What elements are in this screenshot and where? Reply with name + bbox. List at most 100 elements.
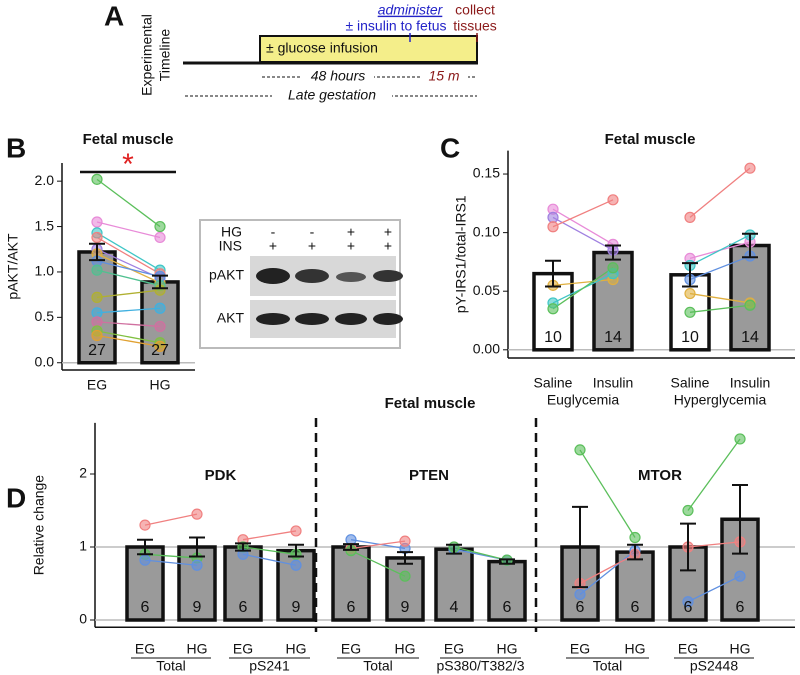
data-point <box>574 444 586 456</box>
data-point <box>547 221 559 233</box>
data-point <box>399 570 411 582</box>
data-point <box>91 173 103 185</box>
group-label: pS2448 <box>690 658 738 674</box>
error-bar <box>605 244 621 261</box>
n-label: 14 <box>604 329 622 346</box>
x-tick-label: HG <box>625 641 646 657</box>
insulin-label: ± insulin to fetus <box>345 18 446 34</box>
n-label: 6 <box>576 599 585 616</box>
data-point <box>744 299 756 311</box>
panel-title: PDK <box>205 467 237 484</box>
group-label: pS380/T382/3 <box>437 658 525 674</box>
data-point <box>684 211 696 223</box>
x-tick-label: Insulin <box>730 375 770 391</box>
data-point <box>684 306 696 318</box>
error-bar <box>397 551 413 565</box>
pair-line <box>689 292 751 304</box>
infusion-box <box>259 35 478 63</box>
n-label: 9 <box>401 599 410 616</box>
panel-letter: D <box>6 482 26 513</box>
timeline-label: Experimental <box>139 14 155 96</box>
data-point <box>91 329 103 342</box>
error-bar <box>343 543 359 551</box>
data-point <box>191 508 203 520</box>
pair-line <box>96 236 161 275</box>
label-bg <box>420 69 468 85</box>
n-label: 6 <box>239 599 248 616</box>
x-tick-label: Saline <box>671 375 710 391</box>
blot-sign: + <box>347 224 355 240</box>
y-axis-label: pAKT/AKT <box>5 233 21 300</box>
band <box>256 313 290 325</box>
data-point <box>682 504 694 517</box>
blot-sign: + <box>347 238 355 254</box>
pair-line <box>552 199 614 228</box>
x-tick-label: HG <box>150 377 171 393</box>
data-point <box>682 596 694 608</box>
data-point <box>154 302 166 314</box>
label-bg <box>272 88 392 104</box>
pair-line <box>96 221 161 239</box>
n-label: 6 <box>347 599 356 616</box>
band <box>373 313 403 325</box>
timeline-label: Timeline <box>157 29 173 82</box>
n-label: 6 <box>736 599 745 616</box>
band <box>256 268 290 284</box>
data-point <box>139 554 151 566</box>
panel-letter: B <box>6 132 26 163</box>
gestation-label: Late gestation <box>288 87 376 103</box>
band <box>295 313 329 325</box>
pair-line <box>689 304 751 313</box>
pair-line <box>579 550 636 595</box>
chart-title: Fetal muscle <box>83 131 174 148</box>
band <box>335 313 367 325</box>
group-label: Total <box>363 658 393 674</box>
band <box>373 270 403 282</box>
significance-marker: * <box>122 148 134 181</box>
blot-sign: + <box>384 238 392 254</box>
data-point <box>629 531 641 544</box>
data-point <box>607 262 619 274</box>
blot-row-label: INS <box>219 238 242 254</box>
label-bg <box>302 69 374 85</box>
pair-line <box>579 449 636 538</box>
panel-letter: A <box>104 0 124 31</box>
data-point <box>734 570 746 582</box>
data-point <box>154 220 166 233</box>
pair-line <box>552 208 614 245</box>
n-label: 10 <box>544 329 562 346</box>
data-point <box>290 525 302 537</box>
data-point <box>607 194 619 206</box>
y-tick-label: 0.0 <box>35 353 55 369</box>
western-blot: HG INS pAKT AKT <box>199 219 403 349</box>
chart-title: Fetal muscle <box>385 395 476 412</box>
data-point <box>547 211 559 223</box>
panel-title: PTEN <box>409 467 449 484</box>
collect-label: collect <box>455 2 495 18</box>
x-tick-label: EG <box>678 641 698 657</box>
data-point <box>684 287 696 300</box>
pair-line <box>96 330 161 344</box>
error-bar <box>545 259 561 288</box>
error-bar <box>680 522 696 572</box>
y-tick-label: 0.15 <box>473 165 500 181</box>
data-point <box>290 559 302 571</box>
y-axis-label: Relative change <box>31 475 47 576</box>
blot-sign: - <box>271 224 276 240</box>
minutes-label: 15 m <box>428 68 459 84</box>
pair-line <box>144 553 198 559</box>
error-bar <box>288 543 304 558</box>
bar <box>487 559 527 622</box>
x-tick-label: EG <box>444 641 464 657</box>
pair-line <box>96 232 161 271</box>
y-tick-label: 0.10 <box>473 223 500 239</box>
y-tick-label: 1.0 <box>35 263 55 279</box>
error-bar <box>89 242 105 262</box>
x-tick-label: HG <box>187 641 208 657</box>
bar <box>615 550 655 622</box>
group-label: Total <box>156 658 186 674</box>
pair-line <box>687 575 741 603</box>
pair-line <box>579 553 636 585</box>
pair-line <box>242 546 297 555</box>
